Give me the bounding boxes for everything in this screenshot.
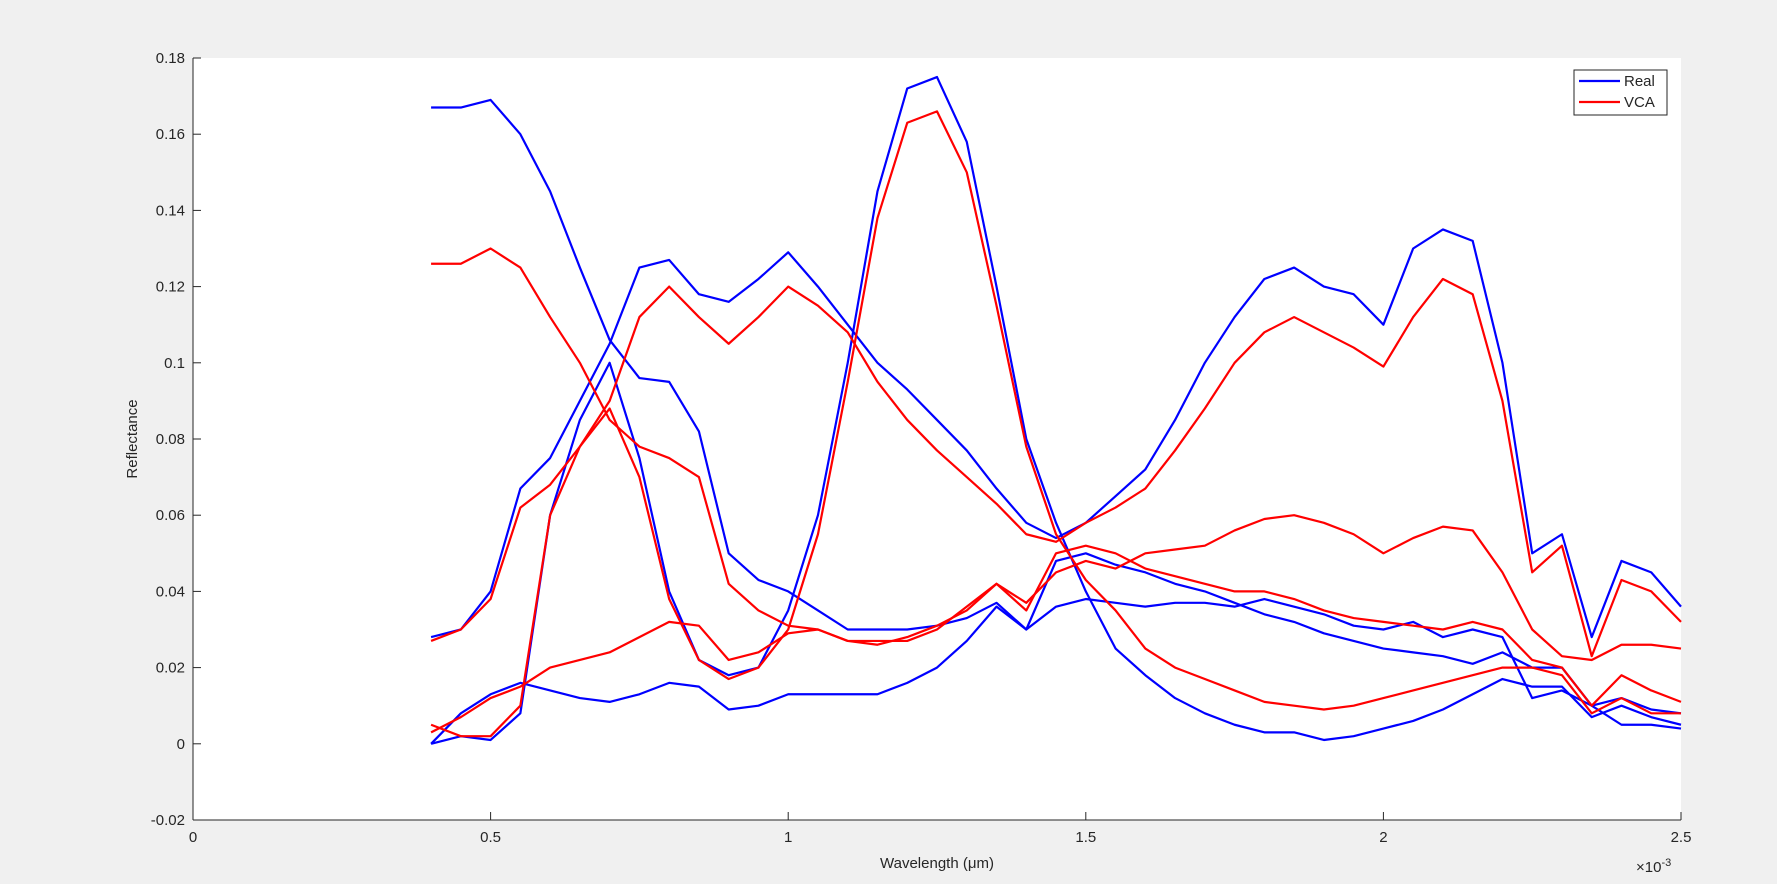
y-tick-label: 0.16 xyxy=(156,126,185,143)
x-tick-label: 0.5 xyxy=(480,829,501,846)
spectrum-line xyxy=(430,277,1682,658)
y-tick-label: 0.14 xyxy=(156,202,185,219)
x-tick-label: 2 xyxy=(1379,829,1387,846)
spectrum-line xyxy=(430,228,1682,639)
y-tick-label: 0.1 xyxy=(164,355,185,372)
spectrum-line xyxy=(430,544,1682,734)
x-tick-label: 2.5 xyxy=(1671,829,1692,846)
y-tick-label: 0.04 xyxy=(156,583,185,600)
y-tick-label: 0.06 xyxy=(156,507,185,524)
y-tick-label: 0.12 xyxy=(156,279,185,296)
spectrum-line xyxy=(430,110,1681,738)
y-tick-label: -0.02 xyxy=(151,812,185,829)
x-exponent-base: ×10 xyxy=(1636,859,1661,876)
x-exponent: ×10-3 xyxy=(1636,857,1671,876)
spectrum-line xyxy=(430,552,1682,745)
legend-box xyxy=(1573,69,1668,116)
x-axis-label: Wavelength (μm) xyxy=(880,855,994,872)
x-exponent-power: -3 xyxy=(1661,857,1671,869)
y-tick-label: 0.18 xyxy=(156,50,185,67)
spectrum-line xyxy=(431,247,1682,662)
y-tick-label: 0 xyxy=(177,736,185,753)
y-tick-label: 0.02 xyxy=(156,660,185,677)
y-tick-label: 0.08 xyxy=(156,431,185,448)
x-tick-label: 0 xyxy=(189,829,197,846)
y-axis-label: Reflectance xyxy=(124,399,141,478)
x-tick-label: 1 xyxy=(784,829,792,846)
plot-area xyxy=(193,58,1681,820)
legend-label: VCA xyxy=(1624,94,1655,111)
spectrum-line xyxy=(431,98,1682,730)
x-tick-label: 1.5 xyxy=(1075,829,1096,846)
legend-label: Real xyxy=(1624,73,1655,90)
spectrum-line xyxy=(430,75,1682,745)
